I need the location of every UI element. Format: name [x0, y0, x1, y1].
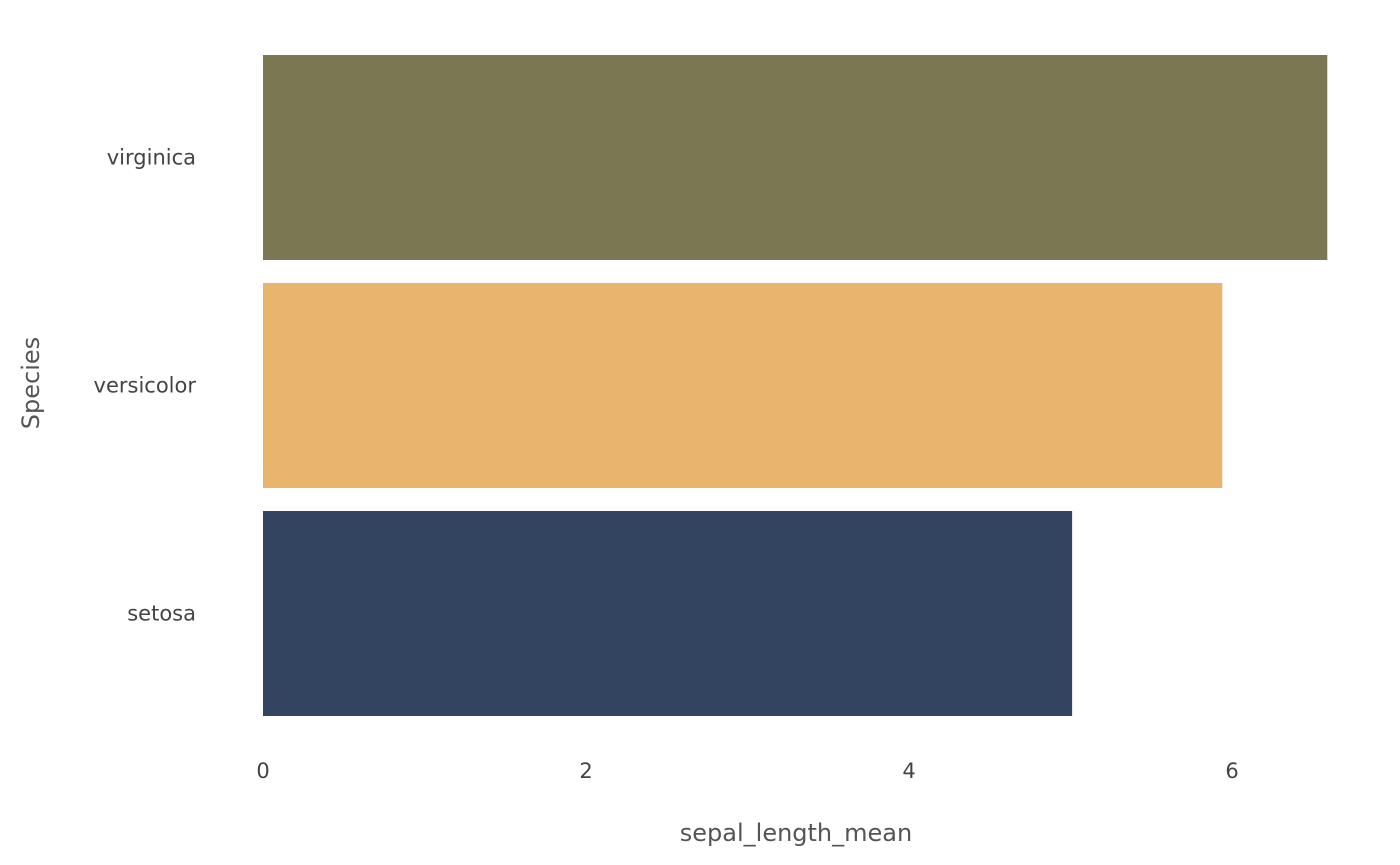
x-tick-label: 2: [579, 759, 592, 783]
bar-versicolor: [263, 283, 1223, 488]
y-tick-label: virginica: [107, 146, 196, 170]
x-tick-label: 0: [256, 759, 269, 783]
bar-virginica: [263, 55, 1328, 260]
y-axis-title: Species: [17, 337, 45, 429]
x-axis-title: sepal_length_mean: [680, 819, 912, 847]
bars-group: [263, 55, 1328, 716]
x-tick-label: 6: [1225, 759, 1238, 783]
x-tick-label: 4: [902, 759, 915, 783]
bar-setosa: [263, 511, 1073, 716]
x-tick-labels: 0 2 4 6: [256, 759, 1238, 783]
y-tick-label: versicolor: [94, 374, 197, 398]
y-tick-labels: virginica versicolor setosa: [94, 146, 197, 626]
y-tick-label: setosa: [127, 602, 196, 626]
